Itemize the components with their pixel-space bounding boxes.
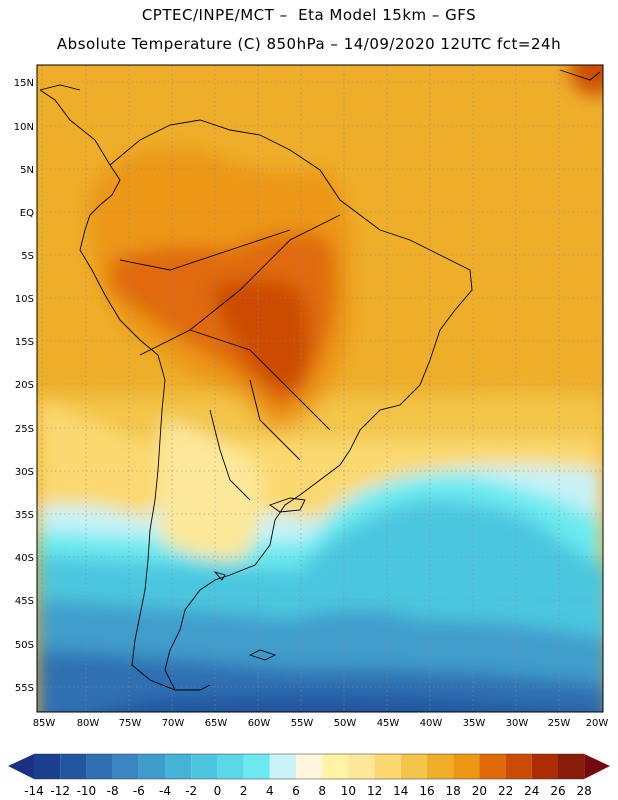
lat-label: 30S [15,467,34,478]
lat-label: 15N [14,78,34,89]
lat-label: 20S [15,380,34,391]
lat-label: 55S [15,683,34,694]
colorbar-label: -10 [77,784,97,798]
temperature-field [37,65,603,712]
colorbar-swatch [374,754,401,779]
lat-label: 10S [15,294,34,305]
colorbar-label: -4 [159,784,171,798]
colorbar-label: 24 [524,784,539,798]
lon-label: 45W [377,718,400,729]
lon-label: 55W [291,718,314,729]
colorbar-swatch [60,754,87,779]
colorbar-label: 18 [446,784,461,798]
lat-label: 45S [15,596,34,607]
lon-axis: 85W 80W 75W 70W 65W 60W 55W 50W 45W 40W … [33,718,609,729]
lat-label: 25S [15,424,34,435]
colorbar-swatch [453,754,480,779]
colorbar-label: -12 [50,784,70,798]
lat-label: EQ [20,208,34,219]
colorbar: -14 -12 -10 -8 -6 -4 -2 0 2 4 6 8 10 12 … [8,753,610,798]
lon-label: 65W [205,718,228,729]
colorbar-label: -6 [133,784,145,798]
colorbar-swatch [427,754,454,779]
colorbar-label: 14 [393,784,408,798]
colorbar-label: 6 [292,784,300,798]
colorbar-swatch [505,754,532,779]
colorbar-swatch [558,754,585,779]
lon-label: 70W [162,718,185,729]
colorbar-label: 20 [472,784,487,798]
colorbar-swatch [322,754,349,779]
colorbar-swatch [243,754,270,779]
map-title-field: Absolute Temperature (C) 850hPa – 14/09/… [56,35,562,53]
lon-label: 50W [334,718,357,729]
colorbar-swatch [138,754,165,779]
lat-label: 5N [20,165,34,176]
lat-label: 40S [15,553,34,564]
colorbar-swatch [191,754,218,779]
colorbar-over-triangle [584,754,610,779]
colorbar-swatch [400,754,427,779]
colorbar-under-triangle [8,754,34,779]
colorbar-swatch [269,754,296,779]
lon-label: 25W [548,718,571,729]
lon-label: 30W [506,718,529,729]
colorbar-swatch [165,754,192,779]
colorbar-swatch [531,754,558,779]
colorbar-label: 2 [240,784,248,798]
lon-label: 35W [463,718,486,729]
colorbar-swatch [348,754,375,779]
lon-label: 80W [77,718,100,729]
colorbar-swatch [112,754,139,779]
lon-label: 60W [248,718,271,729]
lat-label: 15S [15,337,34,348]
colorbar-label: -8 [107,784,119,798]
colorbar-label: 22 [498,784,513,798]
colorbar-label: 12 [367,784,382,798]
colorbar-label: 0 [214,784,222,798]
lat-label: 10N [14,122,34,133]
colorbar-label: 10 [341,784,356,798]
lon-label: 85W [33,718,56,729]
coastline [39,69,601,691]
colorbar-label: 28 [577,784,592,798]
lat-axis: 15N 10N 5N EQ 5S 10S 15S 20S 25S 30S 35S… [14,78,34,694]
colorbar-swatch [86,754,113,779]
lat-label: 35S [15,510,34,521]
colorbar-label: 16 [419,784,434,798]
map-frame [36,64,604,713]
lon-label: 40W [420,718,443,729]
lon-label: 75W [119,718,142,729]
colorbar-label: -2 [185,784,197,798]
lat-label: 5S [21,251,34,262]
colorbar-label: -14 [24,784,44,798]
colorbar-swatch [217,754,244,779]
lat-label: 50S [15,640,34,651]
map-title-model: CPTEC/INPE/MCT – Eta Model 15km – GFS [141,6,477,24]
colorbar-swatch [296,754,323,779]
colorbar-label: 8 [318,784,326,798]
colorbar-swatch [34,754,61,779]
colorbar-swatch [479,754,506,779]
lon-label: 20W [586,718,609,729]
colorbar-label: 4 [266,784,274,798]
colorbar-label: 26 [550,784,565,798]
